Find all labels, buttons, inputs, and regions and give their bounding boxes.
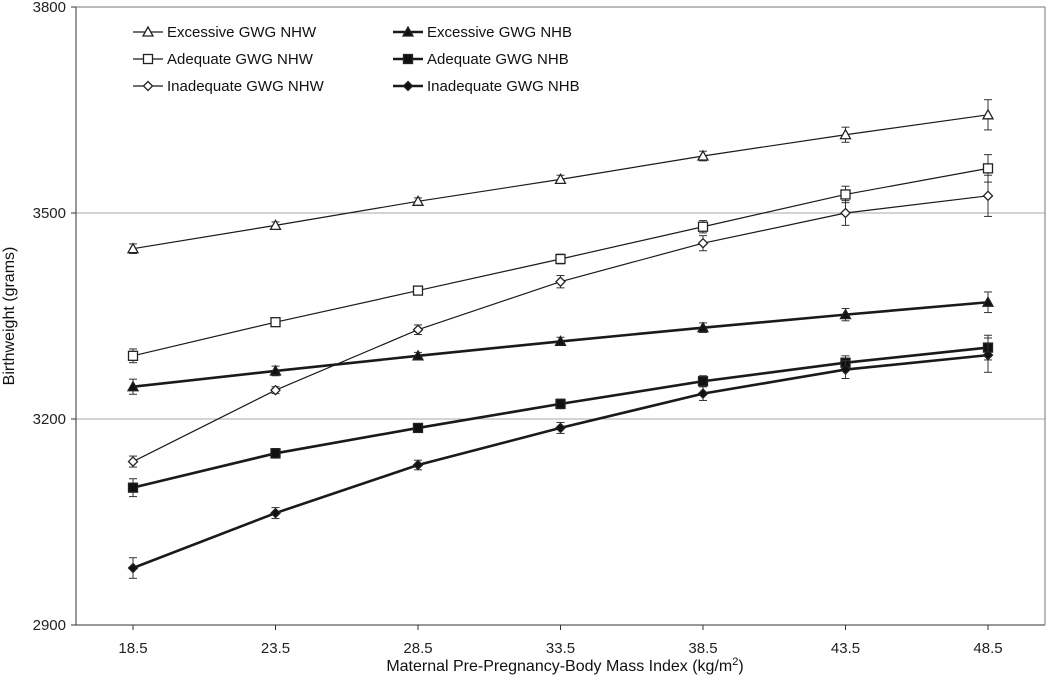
legend-marker <box>142 53 154 65</box>
legend-item: Excessive GWG NHW <box>133 24 317 41</box>
data-point <box>555 422 566 434</box>
data-point <box>981 295 995 307</box>
data-point <box>127 562 139 574</box>
data-point <box>840 189 851 200</box>
data-point <box>270 384 281 396</box>
x-axis-title-main: Maternal Pre-Pregnancy-Body Mass Index (… <box>386 658 732 675</box>
series-4 <box>127 174 994 468</box>
data-point <box>697 388 709 400</box>
legend-label: Excessive GWG NHW <box>167 24 317 41</box>
x-tick-label: 18.5 <box>118 640 147 657</box>
data-point <box>411 194 425 206</box>
data-point <box>981 108 995 120</box>
legend-marker <box>402 53 414 65</box>
data-point <box>269 219 282 231</box>
data-point <box>555 276 566 288</box>
x-tick-label: 33.5 <box>546 640 575 657</box>
series-3 <box>127 334 994 498</box>
y-tick-label: 3800 <box>33 0 66 16</box>
series-line <box>132 353 989 570</box>
data-point <box>554 173 567 185</box>
data-point <box>412 422 424 434</box>
data-point <box>270 507 281 519</box>
data-point <box>982 349 994 361</box>
legend-item: Inadequate GWG NHB <box>393 78 580 95</box>
data-point <box>269 364 282 376</box>
series-5 <box>127 337 994 579</box>
data-point <box>126 242 140 254</box>
legend-label: Excessive GWG NHB <box>427 24 572 41</box>
data-point <box>411 349 425 361</box>
tick-labels: 2900 3200 3500 3800 18.5 23.5 28.5 33.5 38.5 43.5… <box>33 0 1003 657</box>
legend-marker <box>141 25 155 37</box>
data-point <box>126 380 140 392</box>
legend-item: Adequate GWG NHW <box>133 51 314 68</box>
x-tick-label: 48.5 <box>973 640 1002 657</box>
gridlines <box>76 212 1045 420</box>
data-point <box>697 221 709 232</box>
data-point <box>412 285 424 296</box>
data-point <box>696 321 710 333</box>
x-tick-label: 43.5 <box>831 640 860 657</box>
data-point <box>555 253 566 265</box>
data-point <box>270 317 281 328</box>
legend-marker <box>142 80 154 92</box>
legend-item: Excessive GWG NHB <box>393 24 572 41</box>
legend-label: Adequate GWG NHW <box>167 51 314 68</box>
data-point <box>982 163 994 174</box>
data-point <box>697 376 709 387</box>
data-point <box>840 207 851 219</box>
y-tick-label: 2900 <box>33 617 66 634</box>
data-point <box>412 459 424 471</box>
x-tick-label: 23.5 <box>261 640 290 657</box>
legend-label: Inadequate GWG NHW <box>167 78 325 95</box>
x-axis-title-superscript: 2 <box>732 656 738 668</box>
legend-item: Adequate GWG NHB <box>393 51 569 68</box>
data-point <box>270 448 281 459</box>
x-tick-label: 28.5 <box>403 640 432 657</box>
series <box>126 99 995 579</box>
series-line <box>132 195 989 463</box>
y-tick-label: 3200 <box>33 411 66 428</box>
y-tick-label: 3500 <box>33 205 66 222</box>
x-tick-label: 38.5 <box>688 640 717 657</box>
series-2 <box>127 154 994 364</box>
data-point <box>839 128 852 140</box>
legend: Excessive GWG NHW Excessive GWG NHB Adequa… <box>133 24 580 95</box>
y-axis-title: Birthweight (grams) <box>1 247 18 386</box>
legend-label: Inadequate GWG NHB <box>427 78 580 95</box>
legend-marker <box>401 25 415 37</box>
data-point <box>127 456 139 467</box>
data-point <box>697 237 709 249</box>
x-axis-title-close: ) <box>738 658 743 675</box>
data-point <box>840 364 851 375</box>
data-point <box>555 398 566 410</box>
data-point <box>412 324 424 336</box>
data-point <box>982 190 994 202</box>
data-point <box>554 335 567 347</box>
series-1 <box>126 291 995 395</box>
data-point <box>839 308 852 320</box>
series-0 <box>126 99 995 255</box>
legend-marker <box>402 80 414 92</box>
legend-label: Adequate GWG NHB <box>427 51 569 68</box>
legend-item: Inadequate GWG NHW <box>133 78 325 95</box>
x-axis-title: Maternal Pre-Pregnancy-Body Mass Index (… <box>386 656 743 675</box>
data-point <box>127 482 139 493</box>
axes <box>75 6 1046 626</box>
data-point <box>127 350 139 361</box>
data-point <box>696 149 710 161</box>
